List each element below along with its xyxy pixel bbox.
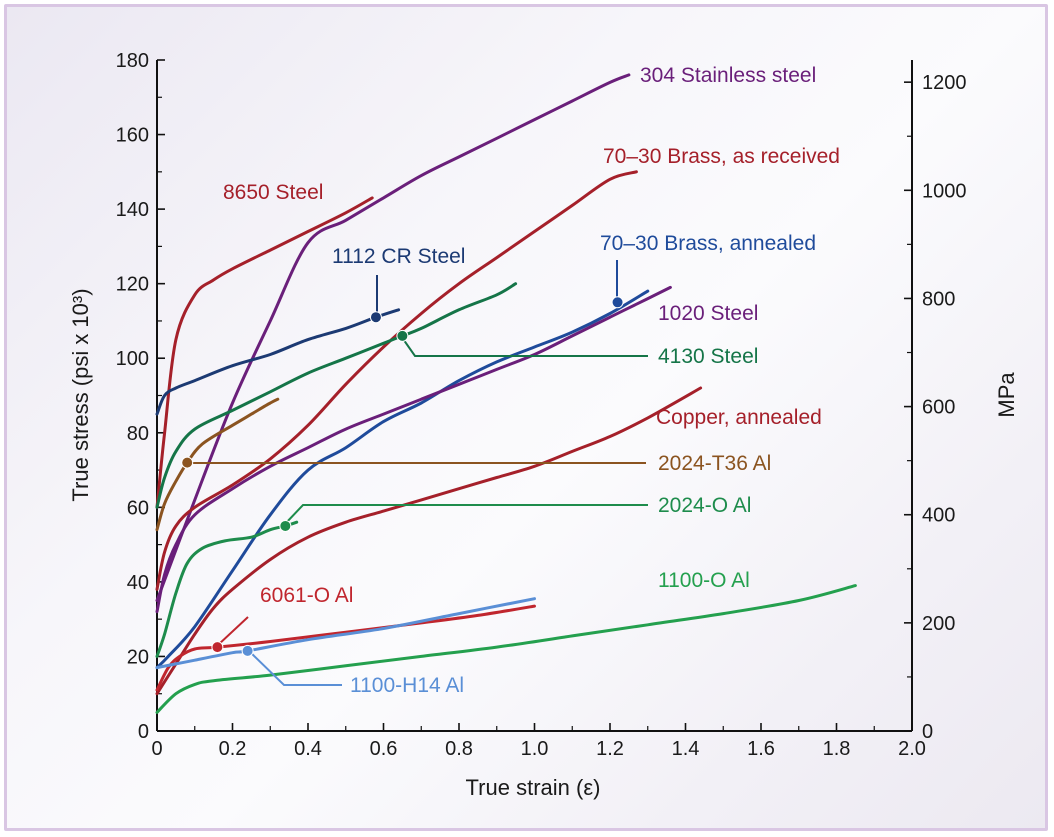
series-label-70-30-brass-as-received: 70–30 Brass, as received: [603, 145, 840, 168]
series-label-304-stainless-steel: 304 Stainless steel: [640, 64, 816, 87]
y2-tick: 0: [904, 721, 933, 743]
series-line-2024-o-al: [155, 520, 299, 658]
y2-tick-label: 400: [922, 505, 955, 527]
series-label-2024-t36-al: 2024-T36 Al: [658, 452, 771, 475]
leader-line-6061-o-al: [217, 616, 249, 646]
leader-line-4130-steel: [400, 335, 648, 357]
labels-group: 304 Stainless steel 70–30 Brass, as recei…: [223, 64, 840, 697]
series-line-70-30-brass-annealed: [155, 289, 650, 670]
series-line-1100-o-al: [155, 584, 857, 714]
y-axis-title: True stress (psi x 10³): [68, 288, 93, 501]
x-tick-label: 1.6: [747, 738, 775, 760]
y-tick-label: 120: [116, 274, 149, 296]
series-marker-1100-h14-al: [241, 644, 254, 657]
x-tick-label: 1.0: [521, 738, 549, 760]
x-tick: 1.6: [747, 723, 775, 760]
series-line-8650-steel: [155, 196, 374, 509]
series-marker-4130-steel: [396, 329, 409, 342]
x-tick: 1.8: [823, 723, 851, 760]
series-line-4130-steel: [155, 282, 518, 509]
series-line-1020-steel: [155, 285, 672, 614]
series-label-1020-steel: 1020 Steel: [658, 302, 758, 325]
y-tick-label: 20: [127, 646, 149, 668]
x-axis-title: True strain (ε): [466, 775, 601, 800]
series-label-70-30-brass-annealed: 70–30 Brass, annealed: [600, 232, 816, 255]
series-label-6061-o-al: 6061-O Al: [260, 584, 353, 607]
y-tick: 160: [116, 125, 165, 147]
series-line-copper-annealed: [155, 386, 703, 696]
x-tick: 0.2: [219, 723, 247, 760]
x-tick: 0: [151, 723, 163, 760]
x-tick: 1.2: [596, 723, 624, 760]
y2-tick-label: 600: [922, 397, 955, 419]
y-tick: 120: [116, 274, 165, 296]
x-tick-label: 1.2: [596, 738, 624, 760]
y2-tick: 200: [904, 613, 955, 635]
y-tick-label: 60: [127, 497, 149, 519]
series-line-2024-t36-al: [155, 397, 280, 532]
y-tick: 80: [127, 423, 165, 445]
y-tick-label: 80: [127, 423, 149, 445]
series-group: [155, 73, 857, 714]
series-label-copper-annealed: Copper, annealed: [656, 406, 822, 429]
y-tick-label: 180: [116, 50, 149, 72]
leader-line-1100-h14-al: [247, 649, 342, 686]
x-tick-label: 0.2: [219, 738, 247, 760]
y-tick-label: 160: [116, 125, 149, 147]
y2-tick: 400: [904, 505, 955, 527]
y-tick-label: 140: [116, 199, 149, 221]
y2-tick: 1200: [904, 72, 967, 94]
x-tick: 0.4: [294, 723, 322, 760]
series-marker-70-30-brass-annealed: [611, 296, 624, 309]
x-tick-label: 1.8: [823, 738, 851, 760]
y2-tick-label: 200: [922, 613, 955, 635]
y2-tick-label: 800: [922, 288, 955, 310]
series-line-6061-o-al: [155, 604, 536, 692]
series-label-1100-h14-al: 1100-H14 Al: [350, 674, 464, 697]
x-tick: 0.6: [370, 723, 398, 760]
series-marker-2024-t36-al: [181, 456, 194, 469]
x-tick-label: 0: [151, 738, 162, 760]
x-tick-label: 0.6: [370, 738, 398, 760]
x-tick: 1.4: [672, 723, 700, 760]
series-line-1112-cr-steel: [155, 308, 401, 416]
x-tick: 2.0: [898, 723, 926, 760]
y2-tick-label: 1200: [922, 72, 967, 94]
series-line-304-stainless-steel: [155, 73, 631, 602]
series-line-70-30-brass-as-received: [155, 170, 638, 591]
y-tick-label: 40: [127, 572, 149, 594]
x-tick-label: 2.0: [898, 738, 926, 760]
x-tick: 0.8: [445, 723, 473, 760]
series-label-2024-o-al: 2024-O Al: [658, 494, 751, 517]
series-label-8650-steel: 8650 Steel: [223, 181, 323, 204]
x-tick: 1.0: [521, 723, 549, 760]
series-marker-1112-cr-steel: [369, 311, 382, 324]
y2-tick: 1000: [904, 180, 967, 202]
y2-axis-title: MPa: [994, 372, 1019, 418]
series-marker-6061-o-al: [211, 641, 224, 654]
x-tick-label: 1.4: [672, 738, 700, 760]
series-marker-2024-o-al: [279, 519, 292, 532]
y-tick-label: 0: [138, 721, 149, 743]
markers-group: [181, 260, 648, 686]
series-label-4130-steel: 4130 Steel: [658, 345, 758, 368]
y-tick-label: 100: [116, 348, 149, 370]
y-tick: 140: [116, 199, 165, 221]
x-tick-label: 0.4: [294, 738, 322, 760]
y2-tick-label: 0: [922, 721, 933, 743]
y-tick: 100: [116, 348, 165, 370]
series-label-1100-o-al: 1100-O Al: [658, 569, 750, 592]
y-tick: 0: [138, 721, 165, 743]
leader-line-2024-o-al: [284, 504, 648, 525]
y2-tick-label: 1000: [922, 180, 967, 202]
axes-group: 0 0.2 0.4 0.6 0.8 1.0 1.2 1.4 1.6 1.8 2.0020406080…: [116, 50, 967, 760]
y-tick: 180: [116, 50, 165, 72]
series-label-1112-cr-steel: 1112 CR Steel: [332, 245, 465, 268]
y2-tick: 800: [904, 288, 955, 310]
x-tick-label: 0.8: [445, 738, 473, 760]
y2-tick: 600: [904, 397, 955, 419]
